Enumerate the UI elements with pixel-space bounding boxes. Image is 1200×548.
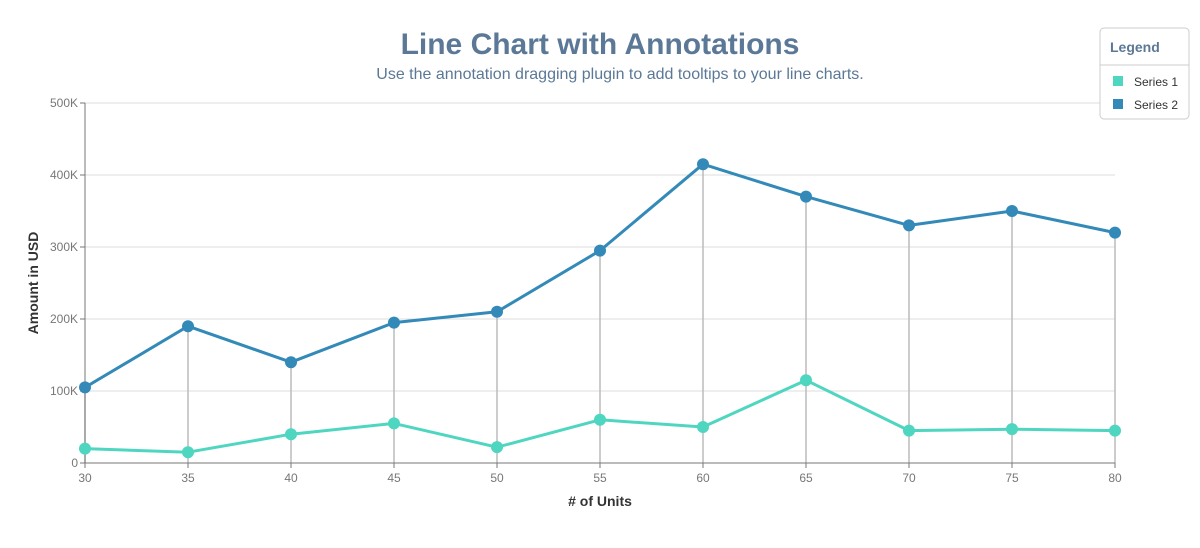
- chart-subtitle: Use the annotation dragging plugin to ad…: [376, 66, 863, 83]
- y-axis-tick-labels: 0 100K 200K 300K 400K 500K: [50, 96, 85, 470]
- series-2-point[interactable]: [800, 190, 812, 203]
- series-2-point[interactable]: [388, 316, 400, 329]
- legend-box: [1099, 27, 1190, 120]
- y-tick-label: 200K: [50, 312, 78, 326]
- x-tick-label: 50: [490, 471, 504, 485]
- y-axis-title: Amount in USD: [25, 232, 41, 335]
- y-tick-label: 500K: [50, 96, 78, 110]
- x-axis-tick-labels: 30 35 40 45 50 55 60 65 70 75 80: [78, 463, 1122, 485]
- legend: Legend Series 1 Series 2: [1099, 27, 1190, 120]
- y-tick-label: 100K: [50, 384, 78, 398]
- series-points[interactable]: [79, 158, 1121, 459]
- series-1-point[interactable]: [903, 424, 915, 437]
- series-1-point[interactable]: [594, 413, 606, 426]
- x-axis-title: # of Units: [568, 493, 632, 509]
- x-tick-label: 70: [902, 471, 916, 485]
- x-tick-label: 30: [78, 471, 92, 485]
- series-2-point[interactable]: [182, 320, 194, 333]
- y-tick-label: 400K: [50, 168, 78, 182]
- x-tick-label: 65: [799, 471, 813, 485]
- legend-swatch: [1113, 76, 1123, 86]
- y-tick-label: 0: [71, 456, 78, 470]
- y-tick-label: 300K: [50, 240, 78, 254]
- series-2-point[interactable]: [594, 244, 606, 257]
- legend-label: Series 1: [1134, 75, 1178, 89]
- series-1-point[interactable]: [1006, 423, 1018, 436]
- series-1-point[interactable]: [491, 441, 503, 454]
- series-2-point[interactable]: [79, 381, 91, 394]
- legend-title: Legend: [1110, 39, 1160, 55]
- series-2-point[interactable]: [903, 219, 915, 232]
- series-1-point[interactable]: [1109, 424, 1121, 437]
- series-1-point[interactable]: [388, 417, 400, 430]
- legend-label: Series 2: [1134, 98, 1178, 112]
- series-2-point[interactable]: [1006, 205, 1018, 217]
- chart-title: Line Chart with Annotations: [401, 28, 800, 61]
- legend-items: Series 1 Series 2: [1113, 75, 1178, 112]
- x-tick-label: 55: [593, 471, 607, 485]
- series-1-point[interactable]: [800, 374, 812, 387]
- x-tick-label: 75: [1005, 471, 1019, 485]
- x-tick-label: 35: [181, 471, 195, 485]
- series-1-point[interactable]: [285, 428, 297, 441]
- x-tick-label: 45: [387, 471, 401, 485]
- series-1-point[interactable]: [182, 446, 194, 459]
- x-tick-label: 80: [1108, 471, 1122, 485]
- x-tick-label: 40: [284, 471, 298, 485]
- series-2-point[interactable]: [697, 158, 709, 171]
- legend-swatch: [1113, 99, 1123, 109]
- series-2-point[interactable]: [1109, 226, 1121, 239]
- series-2-point[interactable]: [285, 356, 297, 369]
- series-1-point[interactable]: [79, 442, 91, 455]
- x-tick-label: 60: [696, 471, 710, 485]
- series-1-point[interactable]: [697, 421, 709, 433]
- series-2-point[interactable]: [491, 305, 503, 318]
